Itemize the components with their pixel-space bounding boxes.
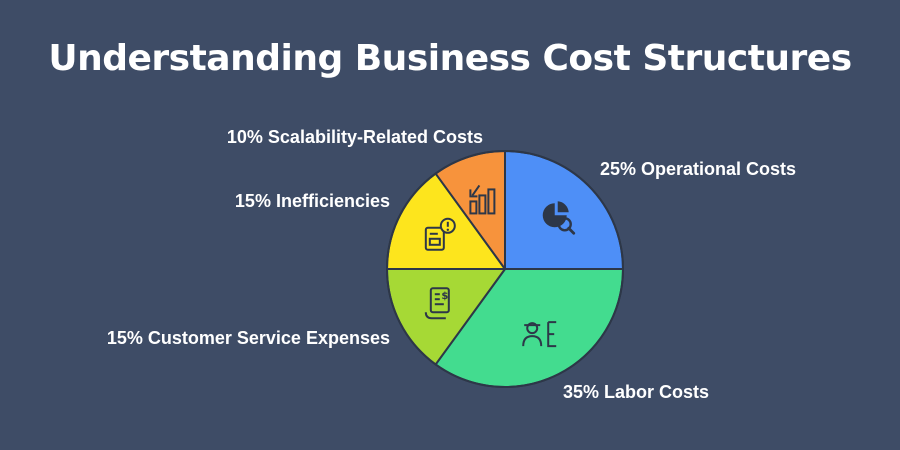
worker-icon xyxy=(522,321,557,348)
slice-label-labor-costs: 35% Labor Costs xyxy=(563,382,710,402)
invoice-icon: $ xyxy=(424,287,450,320)
document-alert-icon xyxy=(424,217,456,251)
slice-label-inefficiencies: 15% Inefficiencies xyxy=(234,191,390,211)
chart-title: Understanding Business Cost Structures xyxy=(48,38,852,79)
svg-text:$: $ xyxy=(441,291,448,302)
bar-growth-icon xyxy=(469,184,496,215)
pie-magnifier-icon xyxy=(542,201,576,235)
slice-label-scalability-related-costs: 10% Scalability-Related Costs xyxy=(226,127,483,147)
slice-label-customer-service-expenses: 15% Customer Service Expenses xyxy=(106,328,390,348)
pie-outline xyxy=(386,150,624,388)
slice-label-operational-costs: 25% Operational Costs xyxy=(600,159,797,179)
